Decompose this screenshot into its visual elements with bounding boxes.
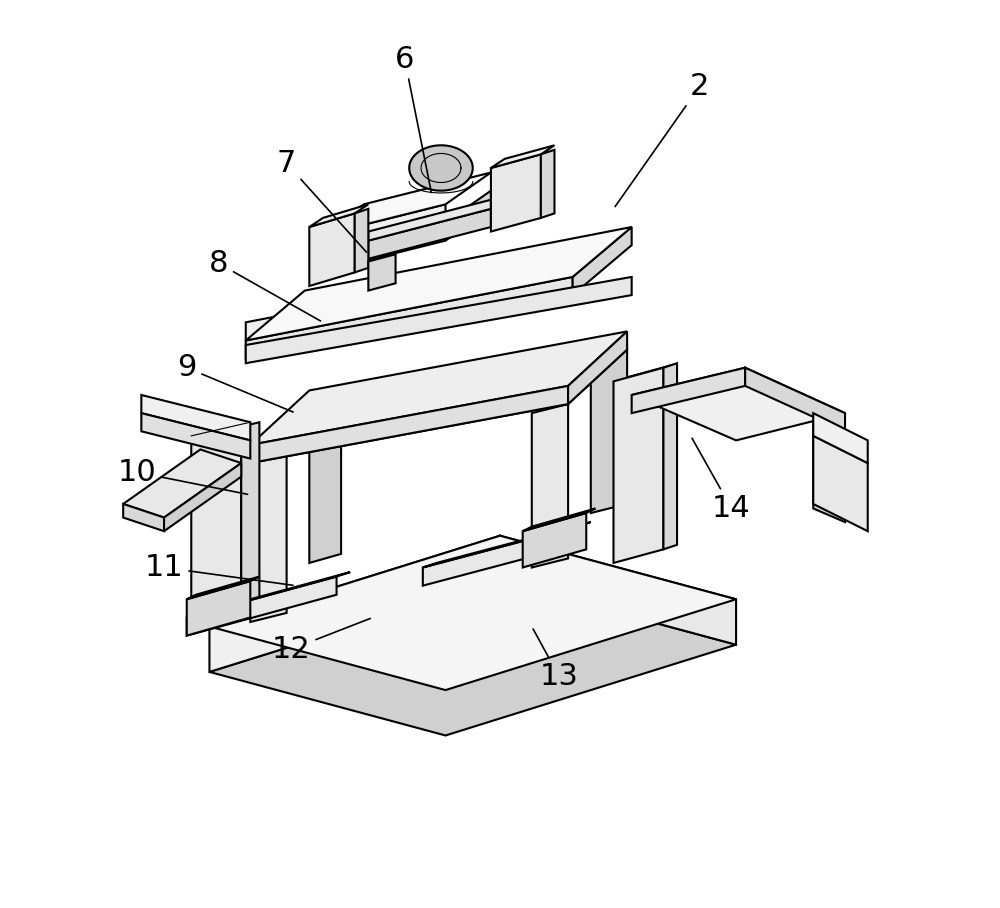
Polygon shape [191, 427, 241, 622]
Polygon shape [813, 436, 868, 531]
Text: 12: 12 [272, 618, 370, 664]
Polygon shape [355, 209, 368, 272]
Polygon shape [632, 368, 745, 413]
Polygon shape [246, 259, 573, 340]
Polygon shape [123, 449, 241, 518]
Polygon shape [614, 368, 663, 563]
Polygon shape [250, 454, 287, 622]
Polygon shape [250, 331, 627, 445]
Polygon shape [187, 581, 250, 636]
Text: 10: 10 [117, 458, 248, 494]
Polygon shape [187, 577, 337, 636]
Text: 7: 7 [277, 149, 366, 252]
Polygon shape [250, 386, 568, 463]
Polygon shape [164, 463, 241, 531]
Polygon shape [491, 154, 541, 232]
Polygon shape [123, 504, 164, 531]
Text: 11: 11 [145, 553, 293, 586]
Polygon shape [309, 213, 355, 286]
Polygon shape [318, 204, 446, 254]
Text: 2: 2 [615, 72, 709, 206]
Polygon shape [246, 227, 632, 340]
Polygon shape [568, 331, 627, 404]
Polygon shape [187, 572, 350, 617]
Polygon shape [813, 422, 845, 522]
Polygon shape [187, 577, 259, 599]
Polygon shape [813, 413, 868, 463]
Polygon shape [663, 363, 677, 549]
Polygon shape [632, 368, 845, 440]
Text: 9: 9 [177, 353, 293, 412]
Polygon shape [368, 254, 396, 291]
Polygon shape [141, 413, 250, 459]
Polygon shape [409, 145, 473, 191]
Polygon shape [745, 368, 845, 431]
Polygon shape [573, 227, 632, 295]
Text: 14: 14 [692, 439, 751, 523]
Polygon shape [368, 209, 491, 259]
Text: 8: 8 [209, 249, 321, 321]
Polygon shape [209, 581, 736, 735]
Polygon shape [423, 527, 577, 586]
Polygon shape [423, 522, 591, 568]
Polygon shape [209, 536, 500, 672]
Polygon shape [368, 200, 491, 241]
Polygon shape [309, 400, 341, 563]
Text: 6: 6 [395, 44, 431, 192]
Polygon shape [141, 395, 250, 440]
Polygon shape [318, 173, 491, 236]
Polygon shape [241, 422, 259, 608]
Polygon shape [318, 222, 446, 272]
Polygon shape [523, 513, 586, 568]
Polygon shape [446, 191, 491, 241]
Polygon shape [532, 404, 568, 568]
Polygon shape [246, 277, 573, 359]
Polygon shape [591, 350, 627, 513]
Polygon shape [541, 150, 554, 218]
Text: 13: 13 [533, 629, 578, 691]
Polygon shape [250, 350, 627, 463]
Polygon shape [500, 536, 736, 645]
Polygon shape [523, 508, 595, 531]
Polygon shape [209, 536, 736, 690]
Polygon shape [246, 277, 632, 363]
Polygon shape [309, 204, 368, 227]
Polygon shape [491, 145, 554, 168]
